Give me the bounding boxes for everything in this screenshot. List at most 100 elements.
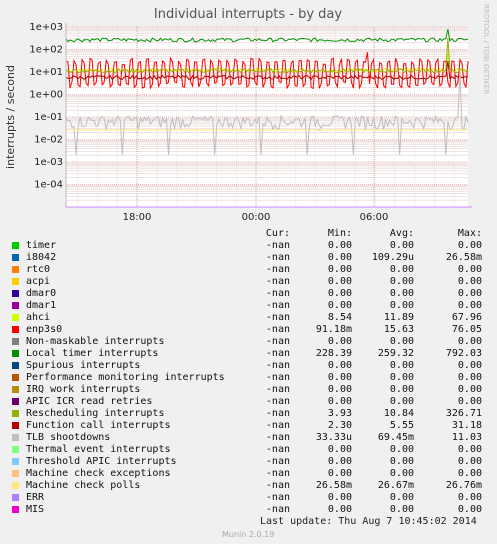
y-tick-label: 1e+03 <box>29 22 63 33</box>
legend-min-value: 0.00 <box>327 492 352 503</box>
legend-min-value: 0.00 <box>327 252 352 263</box>
legend-avg-value: 0.00 <box>389 300 414 311</box>
legend-max-value: 0.00 <box>457 264 482 275</box>
legend-min-value: 2.30 <box>327 420 352 431</box>
legend-series-name: timer <box>26 240 57 251</box>
legend-row: Threshold APIC interrupts -nan 0.00 0.00 0.0… <box>0 456 497 468</box>
legend-cur-value: -nan <box>265 312 290 323</box>
legend-min-value: 33.33u <box>315 432 352 443</box>
legend-row: Thermal event interrupts -nan 0.00 0.00 0.00 <box>0 444 497 456</box>
legend-avg-value: 109.29u <box>371 252 414 263</box>
legend-min-value: 0.00 <box>327 372 352 383</box>
legend-cur-value: -nan <box>265 432 290 443</box>
legend-header-cur: Cur: <box>265 228 290 239</box>
legend-min-value: 0.00 <box>327 264 352 275</box>
legend-row: acpi -nan 0.00 0.00 0.00 <box>0 276 497 288</box>
legend-series-name: dmar0 <box>26 288 57 299</box>
legend-row: Local timer interrupts -nan 228.39 259.32 79… <box>0 348 497 360</box>
legend-max-value: 0.00 <box>457 396 482 407</box>
last-update: Last update: Thu Aug 7 10:45:02 2014 <box>260 516 477 527</box>
legend-avg-value: 5.55 <box>389 420 414 431</box>
legend-series-name: acpi <box>26 276 51 287</box>
legend-max-value: 0.00 <box>457 360 482 371</box>
legend-max-value: 76.05 <box>451 324 482 335</box>
legend-swatch <box>12 494 19 501</box>
legend-min-value: 0.00 <box>327 384 352 395</box>
legend-min-value: 0.00 <box>327 468 352 479</box>
legend-swatch <box>12 302 19 309</box>
legend-avg-value: 0.00 <box>389 444 414 455</box>
legend-cur-value: -nan <box>265 360 290 371</box>
legend-avg-value: 0.00 <box>389 396 414 407</box>
legend-swatch <box>12 422 19 429</box>
y-tick-label: 1e-03 <box>34 157 63 168</box>
y-tick-label: 1e-01 <box>34 112 63 123</box>
legend-series-name: IRQ work interrupts <box>26 384 141 395</box>
legend-max-value: 26.58m <box>445 252 482 263</box>
x-tick-label: 00:00 <box>242 212 271 223</box>
legend-row: i8042 -nan 0.00 109.29u 26.58m <box>0 252 497 264</box>
legend-avg-value: 26.67m <box>377 480 414 491</box>
legend-row: Rescheduling interrupts -nan 3.93 10.84 326.… <box>0 408 497 420</box>
legend-min-value: 0.00 <box>327 456 352 467</box>
legend-series-name: Thermal event interrupts <box>26 444 171 455</box>
legend-row: TLB shootdowns -nan 33.33u 69.45m 11.03 <box>0 432 497 444</box>
legend-avg-value: 0.00 <box>389 264 414 275</box>
legend-min-value: 0.00 <box>327 288 352 299</box>
legend-row: APIC ICR read retries -nan 0.00 0.00 0.00 <box>0 396 497 408</box>
chart-title: Individual interrupts - by day <box>154 7 342 22</box>
legend-avg-value: 0.00 <box>389 492 414 503</box>
legend-swatch <box>12 458 19 465</box>
legend-series-name: APIC ICR read retries <box>26 396 153 407</box>
legend-row: MIS -nan 0.00 0.00 0.00 <box>0 504 497 516</box>
legend-min-value: 0.00 <box>327 444 352 455</box>
legend-cur-value: -nan <box>265 384 290 395</box>
legend-max-value: 0.00 <box>457 288 482 299</box>
legend-avg-value: 0.00 <box>389 384 414 395</box>
legend-cur-value: -nan <box>265 264 290 275</box>
legend-row: ERR -nan 0.00 0.00 0.00 <box>0 492 497 504</box>
y-tick-label: 1e+00 <box>29 90 63 101</box>
x-tick-label: 18:00 <box>123 212 152 223</box>
legend-avg-value: 0.00 <box>389 372 414 383</box>
legend-avg-value: 10.84 <box>383 408 414 419</box>
legend-row: Non-maskable interrupts -nan 0.00 0.00 0.00 <box>0 336 497 348</box>
legend-min-value: 26.58m <box>315 480 352 491</box>
legend-series-name: MIS <box>26 504 45 515</box>
legend-cur-value: -nan <box>265 276 290 287</box>
legend-series-name: rtc0 <box>26 264 51 275</box>
legend-swatch <box>12 374 19 381</box>
series-line-function-call-interrupts <box>65 60 469 81</box>
legend-swatch <box>12 314 19 321</box>
legend-swatch <box>12 242 19 249</box>
legend-avg-value: 0.00 <box>389 504 414 515</box>
legend-max-value: 0.00 <box>457 384 482 395</box>
legend-max-value: 0.00 <box>457 492 482 503</box>
legend-series-name: TLB shootdowns <box>26 432 111 443</box>
legend-series-name: Performance monitoring interrupts <box>26 372 225 383</box>
legend-max-value: 0.00 <box>457 444 482 455</box>
legend-cur-value: -nan <box>265 300 290 311</box>
legend-swatch <box>12 278 19 285</box>
legend-min-value: 0.00 <box>327 300 352 311</box>
x-tick-label: 06:00 <box>360 212 389 223</box>
legend-header-avg: Avg: <box>389 228 414 239</box>
y-tick-label: 1e-02 <box>34 135 63 146</box>
legend-avg-value: 0.00 <box>389 240 414 251</box>
legend-cur-value: -nan <box>265 252 290 263</box>
legend-series-name: ahci <box>26 312 51 323</box>
legend-row: rtc0 -nan 0.00 0.00 0.00 <box>0 264 497 276</box>
legend-max-value: 67.96 <box>451 312 482 323</box>
legend-max-value: 326.71 <box>445 408 482 419</box>
legend-min-value: 0.00 <box>327 336 352 347</box>
legend-series-name: Machine check exceptions <box>26 468 171 479</box>
legend-swatch <box>12 326 19 333</box>
legend-row: Machine check polls -nan 26.58m 26.67m 26.76… <box>0 480 497 492</box>
legend-row: dmar1 -nan 0.00 0.00 0.00 <box>0 300 497 312</box>
legend-max-value: 0.00 <box>457 468 482 479</box>
legend-min-value: 0.00 <box>327 396 352 407</box>
legend-row: IRQ work interrupts -nan 0.00 0.00 0.00 <box>0 384 497 396</box>
legend-avg-value: 15.63 <box>383 324 414 335</box>
y-tick-label: 1e+02 <box>29 45 63 56</box>
